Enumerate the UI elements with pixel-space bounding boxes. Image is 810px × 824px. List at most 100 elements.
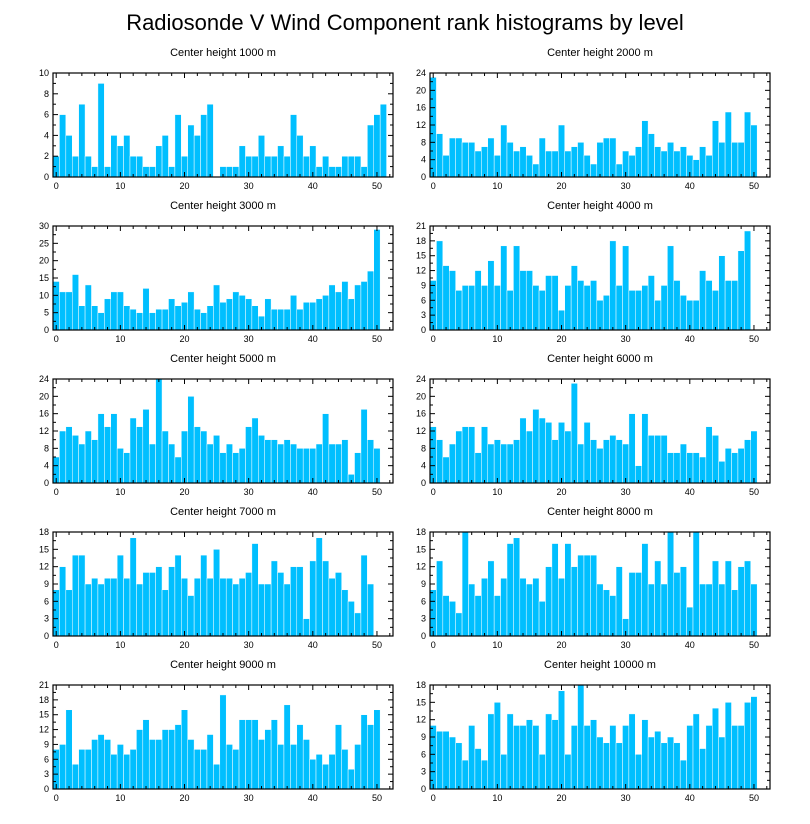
x-tick-label: 50 — [372, 334, 382, 344]
bar-rank-43 — [328, 166, 336, 178]
bar-rank-22 — [570, 725, 578, 790]
y-tick-label: 12 — [416, 715, 426, 725]
bar-rank-39 — [302, 739, 310, 790]
bar-rank-7 — [97, 734, 105, 790]
bar-rank-29 — [238, 719, 246, 790]
bar-rank-50 — [750, 124, 758, 178]
bar-rank-17 — [538, 417, 546, 484]
bar-rank-10 — [116, 291, 124, 331]
x-tick-label: 20 — [180, 793, 190, 803]
bar-rank-37 — [667, 142, 675, 178]
y-tick-label: 9 — [44, 579, 49, 589]
bar-rank-25 — [213, 435, 221, 484]
bar-rank-50 — [373, 448, 381, 484]
bar-rank-3 — [448, 601, 456, 637]
bar-rank-23 — [200, 312, 208, 331]
bar-rank-19 — [551, 150, 559, 178]
bar-rank-27 — [602, 137, 610, 178]
bar-rank-6 — [468, 142, 476, 178]
bar-rank-47 — [731, 142, 739, 178]
y-tick-label: 12 — [416, 562, 426, 572]
bar-rank-8 — [481, 577, 488, 637]
bar-rank-4 — [455, 612, 463, 637]
bar-rank-41 — [692, 531, 700, 637]
bar-rank-8 — [104, 577, 111, 637]
bar-rank-42 — [699, 583, 707, 637]
bar-rank-39 — [679, 295, 687, 331]
bar-rank-22 — [570, 146, 578, 178]
bar-rank-34 — [647, 736, 655, 790]
bar-rank-0 — [429, 589, 437, 637]
bar-rank-26 — [219, 452, 227, 484]
bar-rank-38 — [296, 135, 304, 178]
bar-rank-37 — [667, 531, 675, 637]
bar-rank-6 — [468, 426, 476, 484]
bar-rank-44 — [335, 291, 342, 331]
bar-rank-41 — [315, 443, 323, 484]
bar-rank-34 — [647, 435, 655, 484]
bar-rank-29 — [615, 566, 623, 637]
bar-rank-32 — [258, 135, 265, 178]
bar-rank-18 — [168, 443, 176, 484]
bar-rank-50 — [373, 114, 381, 178]
bar-rank-11 — [500, 754, 508, 790]
x-tick-label: 0 — [431, 640, 436, 650]
bar-rank-21 — [187, 291, 195, 331]
y-tick-label: 0 — [421, 784, 426, 794]
bar-rank-43 — [705, 583, 713, 637]
bar-rank-4 — [78, 305, 86, 331]
bar-rank-43 — [705, 725, 713, 790]
x-tick-label: 10 — [115, 487, 125, 497]
bar-rank-17 — [161, 430, 169, 484]
bar-rank-43 — [328, 443, 336, 484]
bar-rank-6 — [91, 577, 99, 637]
bar-rank-31 — [251, 305, 259, 331]
bar-rank-6 — [468, 583, 476, 637]
bar-rank-8 — [481, 285, 488, 331]
bar-rank-9 — [110, 754, 118, 790]
bar-rank-46 — [724, 448, 732, 484]
histogram-panel-7: Center height 7000 m 0 3 6 9 12 15 18 0 10 20 30 40 5… — [39, 506, 394, 650]
bar-rank-2 — [65, 709, 73, 790]
x-tick-label: 0 — [431, 487, 436, 497]
bar-rank-11 — [123, 452, 131, 484]
x-tick-label: 10 — [115, 334, 125, 344]
bar-rank-35 — [277, 145, 285, 178]
y-tick-label: 21 — [39, 680, 49, 690]
bar-rank-1 — [59, 291, 67, 331]
bar-rank-46 — [347, 298, 355, 331]
bar-rank-43 — [705, 280, 713, 331]
panel-title: Center height 3000 m — [170, 200, 276, 212]
bar-rank-31 — [251, 719, 259, 790]
bar-rank-8 — [481, 759, 488, 790]
x-tick-label: 10 — [492, 487, 502, 497]
x-tick-label: 20 — [180, 487, 190, 497]
bar-rank-8 — [104, 298, 111, 331]
bar-rank-24 — [206, 577, 214, 637]
bar-rank-30 — [622, 725, 630, 790]
x-tick-label: 40 — [685, 793, 695, 803]
bar-rank-3 — [71, 155, 79, 178]
bar-rank-15 — [525, 270, 533, 331]
bar-rank-26 — [219, 577, 227, 637]
y-tick-label: 0 — [44, 172, 49, 182]
bar-rank-9 — [487, 713, 495, 790]
bar-rank-6 — [468, 725, 476, 790]
x-tick-label: 30 — [244, 487, 254, 497]
bar-rank-48 — [737, 725, 745, 790]
bar-rank-32 — [258, 435, 265, 484]
bar-rank-49 — [367, 270, 375, 331]
bar-rank-35 — [654, 730, 662, 790]
bar-rank-41 — [315, 537, 323, 637]
y-tick-label: 12 — [39, 562, 49, 572]
bar-rank-20 — [558, 577, 565, 637]
bar-rank-25 — [590, 554, 598, 637]
y-tick-label: 24 — [39, 374, 49, 384]
bar-rank-24 — [583, 285, 591, 331]
y-tick-label: 0 — [44, 325, 49, 335]
bar-rank-15 — [525, 719, 533, 790]
bar-rank-4 — [78, 554, 86, 637]
bar-rank-32 — [258, 583, 265, 637]
bar-rank-44 — [712, 120, 719, 178]
bar-rank-34 — [270, 719, 278, 790]
